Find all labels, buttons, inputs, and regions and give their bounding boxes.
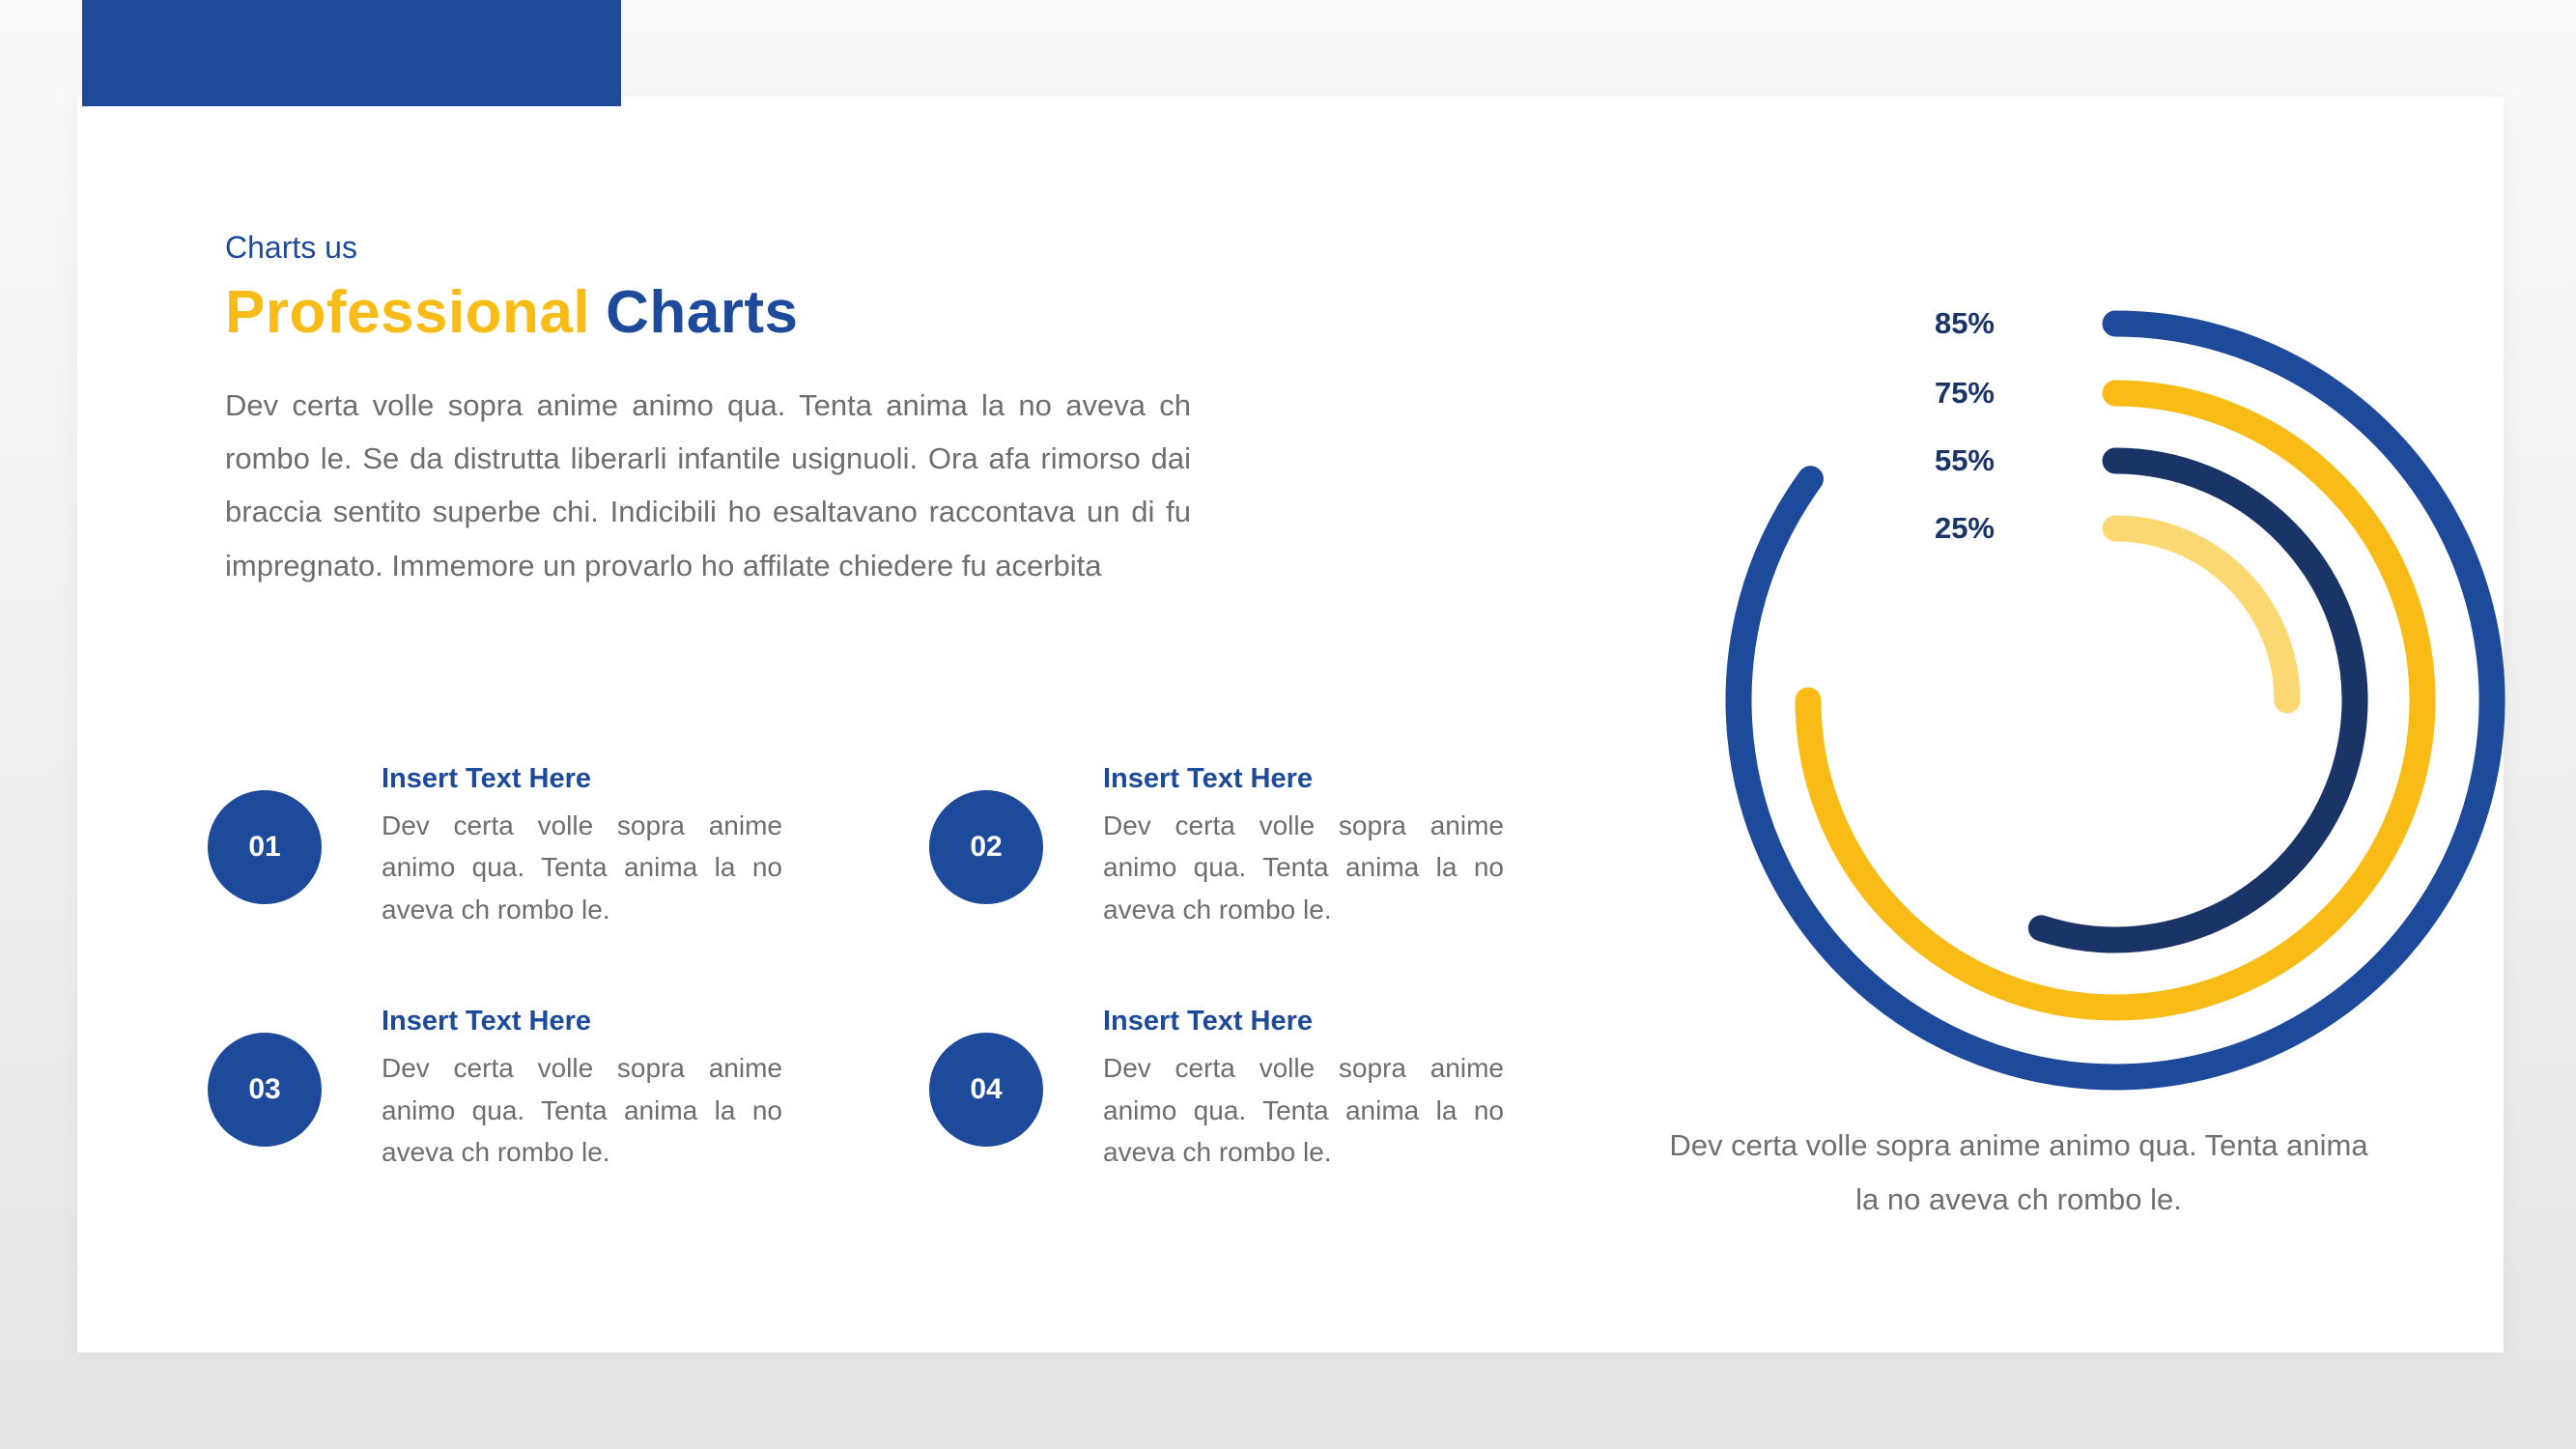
item-title: Insert Text Here [1103,763,1314,794]
item-body: Dev certa volle sopra anime animo qua. T… [1103,810,1504,924]
item-number: 02 [970,830,1003,863]
title-secondary: Charts [606,279,799,346]
page-title: Professional Charts [225,281,1191,344]
item-text: Insert Text Here Dev certa volle sopra a… [382,763,782,930]
item-text: Insert Text Here Dev certa volle sopra a… [1103,1006,1504,1173]
item-number-badge: 01 [208,789,322,904]
top-accent-bar [82,0,621,106]
item-number: 03 [248,1072,281,1105]
chart-label-25: 25% [1934,511,1995,545]
items-grid: 01 Insert Text Here Dev certa volle sopr… [208,763,1562,1173]
chart-caption: Dev certa volle sopra anime animo qua. T… [1669,1128,2368,1216]
item-title: Insert Text Here [382,763,592,794]
chart-arc-75 [1795,380,2436,1021]
list-item-02: 02 Insert Text Here Dev certa volle sopr… [929,763,1562,930]
list-item-04: 04 Insert Text Here Dev certa volle sopr… [929,1006,1562,1173]
item-body: Dev certa volle sopra anime animo qua. T… [1103,1053,1504,1167]
list-item-01: 01 Insert Text Here Dev certa volle sopr… [208,763,840,930]
chart-label-55: 55% [1934,443,1995,477]
intro-section: Charts us Professional Charts Dev certa v… [225,230,1191,592]
list-item-03: 03 Insert Text Here Dev certa volle sopr… [208,1006,840,1173]
item-number-badge: 02 [929,789,1043,904]
chart-label-75: 75% [1934,376,1995,410]
item-body: Dev certa volle sopra anime animo qua. T… [382,810,782,924]
item-number-badge: 04 [929,1032,1043,1147]
chart-arc-85 [1725,310,2505,1091]
item-title: Insert Text Here [1103,1006,1314,1037]
item-number-badge: 03 [208,1032,322,1147]
chart-arc-25 [2102,515,2301,714]
eyebrow: Charts us [225,230,357,265]
content-card: Charts us Professional Charts Dev certa v… [77,97,2505,1352]
item-body: Dev certa volle sopra anime animo qua. T… [382,1053,782,1167]
item-title: Insert Text Here [382,1006,592,1037]
title-primary: Professional [225,279,591,346]
chart-label-85: 85% [1934,306,1995,340]
radial-progress-chart [1725,310,2505,1091]
description: Dev certa volle sopra anime animo qua. T… [225,388,1191,582]
item-text: Insert Text Here Dev certa volle sopra a… [382,1006,782,1173]
item-number: 04 [970,1072,1003,1105]
chart-arc-55 [2027,447,2368,953]
item-number: 01 [248,830,281,863]
item-text: Insert Text Here Dev certa volle sopra a… [1103,763,1504,930]
